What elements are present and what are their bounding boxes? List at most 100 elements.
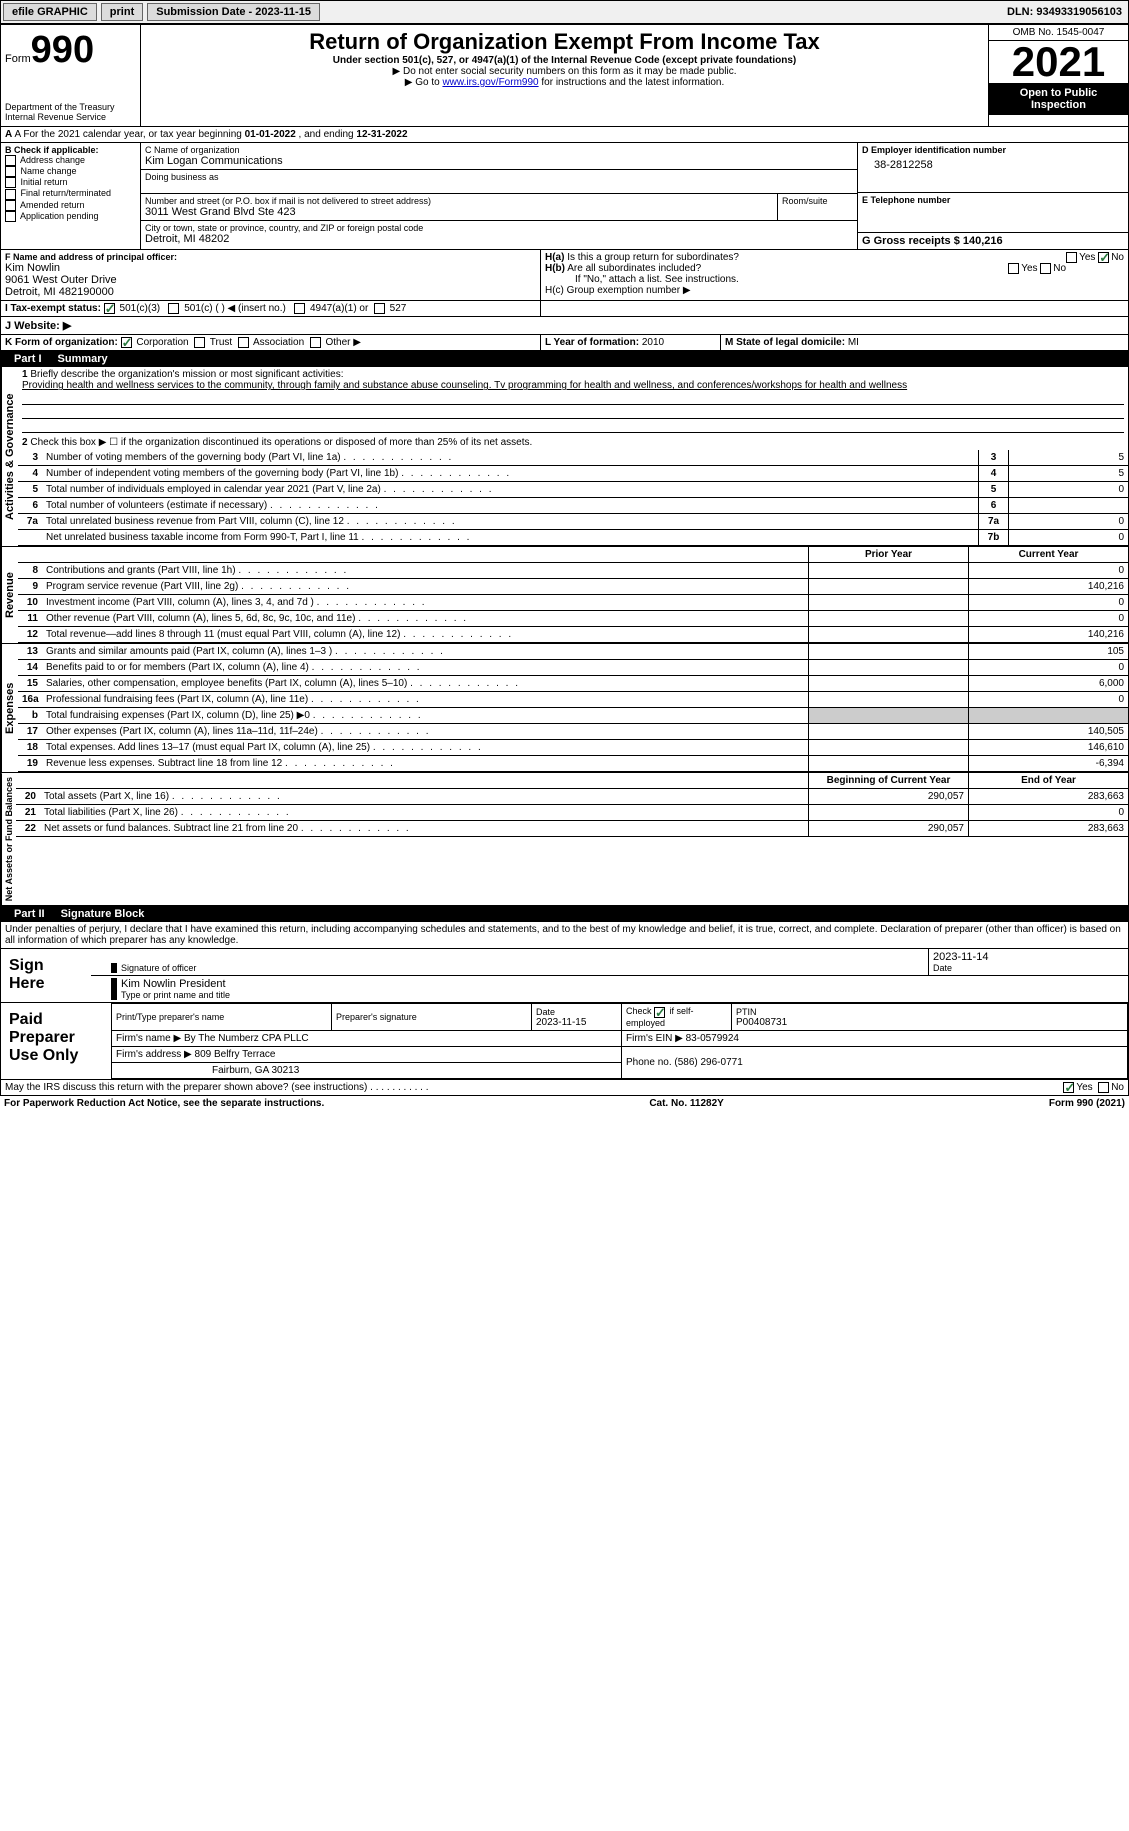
hb-row: H(b) Are all subordinates included? Yes … [545, 263, 1124, 274]
sig-date: 2023-11-14 [933, 951, 1124, 963]
firm-city: Fairburn, GA 30213 [112, 1062, 622, 1078]
officer-name-title: Kim Nowlin President [121, 978, 1124, 990]
summary-line-10: 10Investment income (Part VIII, column (… [18, 595, 1128, 611]
efile-label: efile GRAPHIC [3, 3, 97, 21]
officer-city: Detroit, MI 482190000 [5, 286, 536, 298]
sections-fh: F Name and address of principal officer:… [0, 250, 1129, 301]
form-header: Form990 Department of the Treasury Inter… [0, 24, 1129, 127]
summary-line-12: 12Total revenue—add lines 8 through 11 (… [18, 627, 1128, 643]
firm-phone: (586) 296-0771 [674, 1057, 742, 1068]
summary-line-4: 4Number of independent voting members of… [18, 466, 1128, 482]
self-emp-label: Check if self-employed [626, 1006, 727, 1027]
section-a: A A For the 2021 calendar year, or tax y… [0, 127, 1129, 143]
revenue-label: Revenue [1, 547, 18, 643]
part1-header: Part ISummary [0, 351, 1129, 367]
type-name-label: Type or print name and title [121, 990, 1124, 1000]
firm-addr: 809 Belfry Terrace [195, 1049, 276, 1060]
form-title: Return of Organization Exempt From Incom… [145, 29, 984, 55]
section-b-label: B Check if applicable: [5, 145, 136, 155]
section-k: K Form of organization: Corporation Trus… [0, 335, 1129, 351]
checkbox-final-return-terminated[interactable]: Final return/terminated [5, 188, 136, 199]
ha-row: H(a) Is this a group return for subordin… [545, 252, 1124, 263]
submission-date: Submission Date - 2023-11-15 [147, 3, 320, 21]
prep-name-label: Print/Type preparer's name [116, 1012, 327, 1022]
org-name-label: C Name of organization [145, 145, 853, 155]
hb-note: If "No," attach a list. See instructions… [545, 274, 1124, 285]
room-label: Room/suite [782, 196, 853, 206]
summary-line-3: 3Number of voting members of the governi… [18, 450, 1128, 466]
inspection-label: Open to Public Inspection [989, 83, 1128, 115]
paid-preparer-label: Paid Preparer Use Only [1, 1003, 111, 1078]
street-label: Number and street (or P.O. box if mail i… [145, 196, 773, 206]
line2: 2 Check this box ▶ ☐ if the organization… [18, 435, 1128, 450]
dept-label: Department of the Treasury Internal Reve… [5, 102, 136, 122]
netassets-label: Net Assets or Fund Balances [1, 773, 16, 905]
sections-bcd: B Check if applicable: Address change Na… [0, 143, 1129, 250]
section-j: J Website: ▶ [0, 317, 1129, 335]
officer-street: 9061 West Outer Drive [5, 274, 536, 286]
summary-line-13: 13Grants and similar amounts paid (Part … [18, 644, 1128, 660]
current-year-hdr: Current Year [968, 547, 1128, 562]
checkbox-name-change[interactable]: Name change [5, 166, 136, 177]
irs-link[interactable]: www.irs.gov/Form990 [442, 77, 538, 88]
section-i: I Tax-exempt status: 501(c)(3) 501(c) ( … [0, 301, 1129, 317]
top-bar: efile GRAPHIC print Submission Date - 20… [0, 0, 1129, 24]
firm-name: By The Numberz CPA PLLC [184, 1033, 309, 1044]
ptin: P00408731 [736, 1017, 787, 1028]
summary-line-16a: 16aProfessional fundraising fees (Part I… [18, 692, 1128, 708]
summary-line-14: 14Benefits paid to or for members (Part … [18, 660, 1128, 676]
city-label: City or town, state or province, country… [145, 223, 853, 233]
mission-text: Providing health and wellness services t… [22, 380, 907, 391]
summary-line-11: 11Other revenue (Part VIII, column (A), … [18, 611, 1128, 627]
firm-ein: 83-0579924 [686, 1033, 739, 1044]
summary-line-6: 6Total number of volunteers (estimate if… [18, 498, 1128, 514]
link-note: ▶ Go to www.irs.gov/Form990 for instruct… [145, 77, 984, 88]
date-label: Date [933, 963, 1124, 973]
checkbox-address-change[interactable]: Address change [5, 155, 136, 166]
ssn-note: ▶ Do not enter social security numbers o… [145, 66, 984, 77]
activities-label: Activities & Governance [1, 367, 18, 546]
penalty-text: Under penalties of perjury, I declare th… [1, 922, 1128, 949]
hc-row: H(c) Group exemption number ▶ [545, 285, 1124, 296]
summary-line-17: 17Other expenses (Part IX, column (A), l… [18, 724, 1128, 740]
summary-line-9: 9Program service revenue (Part VIII, lin… [18, 579, 1128, 595]
checkbox-amended-return[interactable]: Amended return [5, 200, 136, 211]
summary-line-15: 15Salaries, other compensation, employee… [18, 676, 1128, 692]
sig-officer-label: Signature of officer [111, 963, 924, 973]
summary-line-7b: Net unrelated business taxable income fr… [18, 530, 1128, 546]
form-prefix: Form [5, 53, 31, 65]
page-footer: For Paperwork Reduction Act Notice, see … [0, 1096, 1129, 1111]
summary-line-5: 5Total number of individuals employed in… [18, 482, 1128, 498]
tax-year: 2021 [989, 41, 1128, 83]
officer-name: Kim Nowlin [5, 262, 536, 274]
sign-here-label: Sign Here [1, 949, 91, 1002]
city: Detroit, MI 48202 [145, 233, 853, 245]
ptin-label: PTIN [736, 1007, 1123, 1017]
gross-receipts: G Gross receipts $ 140,216 [862, 235, 1003, 247]
checkbox-application-pending[interactable]: Application pending [5, 211, 136, 222]
summary-line-7a: 7aTotal unrelated business revenue from … [18, 514, 1128, 530]
summary-line-8: 8Contributions and grants (Part VIII, li… [18, 563, 1128, 579]
mission-label: Briefly describe the organization's miss… [30, 369, 343, 380]
summary-line-19: 19Revenue less expenses. Subtract line 1… [18, 756, 1128, 772]
phone-label: E Telephone number [862, 195, 1124, 205]
summary-line-22: 22Net assets or fund balances. Subtract … [16, 821, 1128, 837]
ein-label: D Employer identification number [862, 145, 1124, 155]
checkbox-initial-return[interactable]: Initial return [5, 177, 136, 188]
form-number: 990 [31, 29, 94, 71]
org-name: Kim Logan Communications [145, 155, 853, 167]
prior-year-hdr: Prior Year [808, 547, 968, 562]
begin-year-hdr: Beginning of Current Year [808, 773, 968, 788]
ein: 38-2812258 [862, 155, 1124, 171]
part2-header: Part IISignature Block [0, 906, 1129, 922]
dba-label: Doing business as [145, 172, 853, 182]
street: 3011 West Grand Blvd Ste 423 [145, 206, 773, 218]
print-button[interactable]: print [101, 3, 143, 21]
summary-line-20: 20Total assets (Part X, line 16) 290,057… [16, 789, 1128, 805]
prep-date-label: Date [536, 1007, 617, 1017]
prep-sig-label: Preparer's signature [336, 1012, 527, 1022]
dln: DLN: 93493319056103 [1007, 6, 1128, 18]
summary-line-b: bTotal fundraising expenses (Part IX, co… [18, 708, 1128, 724]
summary-line-21: 21Total liabilities (Part X, line 26) 0 [16, 805, 1128, 821]
discuss-row: May the IRS discuss this return with the… [0, 1080, 1129, 1096]
